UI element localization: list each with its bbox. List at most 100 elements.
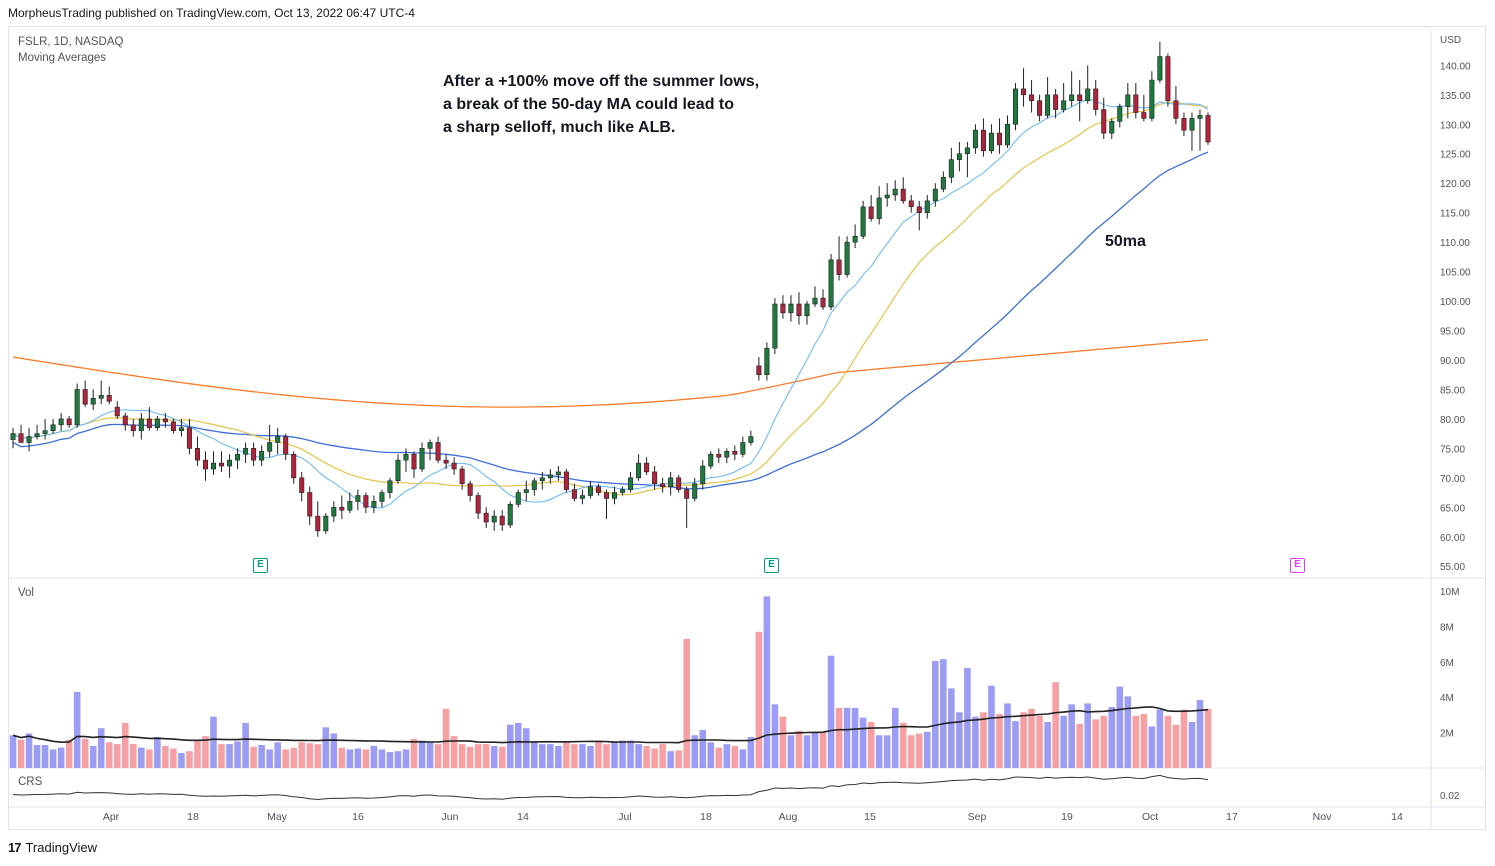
volume-bar xyxy=(498,746,506,768)
candle-body xyxy=(1045,94,1051,116)
candle-body xyxy=(780,303,786,314)
volume-bar xyxy=(843,707,851,768)
volume-bar xyxy=(402,749,410,768)
candle-body xyxy=(932,188,938,202)
ma50-line xyxy=(12,151,1209,490)
candle-body xyxy=(1125,94,1131,107)
footer[interactable]: 17 TradingView xyxy=(8,840,97,855)
volume-bar xyxy=(370,745,378,768)
symbol-title[interactable]: FSLR, 1D, NASDAQ xyxy=(18,36,124,48)
candle-body xyxy=(515,492,521,505)
candle-body xyxy=(331,506,337,517)
candle-body xyxy=(106,395,112,402)
volume-bar xyxy=(386,752,394,768)
volume-bar xyxy=(859,717,867,768)
indicator-label[interactable]: Moving Averages xyxy=(18,52,107,64)
price-tick-label: 70.00 xyxy=(1440,474,1465,485)
candle-body xyxy=(507,504,513,526)
volume-bar xyxy=(811,731,819,768)
candle-body xyxy=(227,459,233,467)
candle-body xyxy=(1029,94,1035,102)
price-tick-label: 80.00 xyxy=(1440,415,1465,426)
volume-bar xyxy=(747,737,755,768)
candle-body xyxy=(403,453,409,461)
candle-body xyxy=(275,436,281,443)
time-tick-label: Sep xyxy=(968,811,987,823)
volume-bar xyxy=(450,736,458,768)
candle-body xyxy=(146,418,152,429)
volume-bar xyxy=(514,722,522,768)
candle-body xyxy=(1004,123,1011,146)
candle-body xyxy=(684,489,690,499)
volume-bar xyxy=(771,704,779,768)
candle-body xyxy=(443,459,449,464)
volume-bar xyxy=(779,716,787,768)
volume-bar xyxy=(1196,699,1204,768)
volume-bar xyxy=(635,744,642,768)
volume-bar xyxy=(346,749,354,768)
ma200-line xyxy=(12,338,1209,408)
candle-body xyxy=(499,515,505,526)
price-tick-label: 140.00 xyxy=(1440,61,1471,72)
candle-body xyxy=(186,427,192,449)
volume-bar xyxy=(691,735,698,768)
volume-bar xyxy=(595,740,602,768)
candle-body xyxy=(1173,100,1179,119)
candle-body xyxy=(315,515,321,532)
volume-bar xyxy=(739,749,747,768)
volume-bar xyxy=(547,744,554,768)
candle-body xyxy=(419,448,425,470)
volume-pane-label[interactable]: Vol xyxy=(18,587,34,599)
candle-body xyxy=(162,418,168,423)
candle-body xyxy=(467,483,473,496)
price-tick-label: 105.00 xyxy=(1440,268,1471,279)
volume-bar xyxy=(1108,706,1116,768)
candle-body xyxy=(154,418,160,429)
time-tick-label: Apr xyxy=(103,811,120,823)
candle-body xyxy=(555,471,561,476)
volume-bar xyxy=(113,744,121,768)
candle-body xyxy=(26,436,32,443)
candle-body xyxy=(122,415,128,426)
volume-bar xyxy=(146,749,153,768)
price-tick-label: 85.00 xyxy=(1440,385,1465,396)
volume-bar xyxy=(1156,709,1164,768)
candle-body xyxy=(1021,88,1027,96)
candle-body xyxy=(620,489,626,493)
volume-bar xyxy=(1028,708,1035,768)
candle-body xyxy=(170,421,176,431)
candle-body xyxy=(924,200,930,213)
volume-bar xyxy=(819,732,827,768)
volume-tick-label: 2M xyxy=(1440,729,1454,740)
volume-bar xyxy=(1068,704,1075,768)
volume-bar xyxy=(1060,715,1067,768)
volume-bar xyxy=(418,740,426,768)
crs-line xyxy=(12,774,1209,801)
volume-bar xyxy=(683,638,690,768)
candle-body xyxy=(395,459,401,482)
volume-bar xyxy=(659,744,666,768)
earnings-marker[interactable]: E xyxy=(253,558,268,573)
candle-body xyxy=(668,477,674,487)
volume-bar xyxy=(571,744,578,768)
candle-body xyxy=(451,462,457,470)
crs-pane-label[interactable]: CRS xyxy=(18,776,43,788)
candle-body xyxy=(804,303,810,317)
volume-bar xyxy=(627,740,634,768)
earnings-marker[interactable]: E xyxy=(1290,558,1305,573)
candle-body xyxy=(1149,79,1155,119)
candle-body xyxy=(940,177,946,190)
volume-bar xyxy=(426,742,434,768)
candle-body xyxy=(571,489,577,499)
volume-bar xyxy=(506,724,514,768)
candle-body xyxy=(812,297,818,305)
volume-bar xyxy=(1188,722,1196,768)
candle-body xyxy=(66,418,72,426)
crs-path xyxy=(12,774,1209,801)
volume-bar xyxy=(25,733,33,768)
candle-body xyxy=(676,477,682,490)
candle-body xyxy=(483,512,489,523)
earnings-marker[interactable]: E xyxy=(764,558,779,573)
candle-body xyxy=(459,468,465,485)
